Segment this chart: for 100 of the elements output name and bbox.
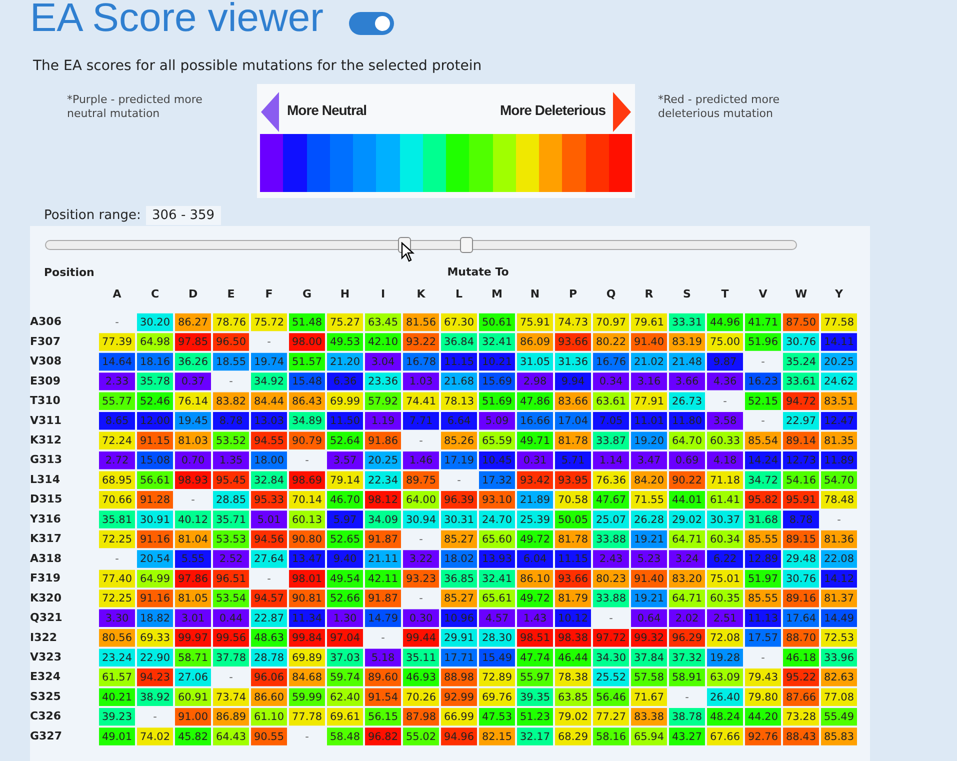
data-label: 90.22 — [672, 474, 702, 486]
data-label: 77.91 — [634, 395, 664, 408]
data-label: 4.18 — [713, 454, 737, 467]
data-label: 92.99 — [444, 691, 474, 704]
data-label: 63.45 — [368, 316, 398, 328]
data-label: 46.18 — [786, 652, 816, 664]
data-label: 69.61 — [330, 711, 360, 724]
data-label: 97.04 — [330, 632, 360, 644]
text: - — [609, 612, 613, 624]
data-label: 5.23 — [637, 553, 661, 566]
y-tick-label: K317 — [30, 532, 62, 546]
data-label: 35.71 — [216, 514, 246, 526]
x-tick-label: I — [380, 288, 386, 301]
data-label: 66.99 — [444, 711, 474, 724]
data-label: 48.24 — [710, 711, 740, 724]
data-label: 93.66 — [558, 572, 588, 585]
data-label: 77.39 — [102, 336, 132, 348]
x-tick-label: W — [794, 288, 808, 301]
data-label: 72.08 — [710, 632, 740, 644]
y-tick-label: E324 — [30, 670, 61, 684]
chart-subtitle: The EA scores for all possible mutations for the selected protein — [33, 58, 482, 74]
data-label: 24.62 — [824, 376, 854, 388]
data-label: 51.57 — [292, 356, 322, 368]
data-label: 8.65 — [105, 415, 129, 428]
data-label: 62.40 — [330, 691, 360, 704]
y-tick-label: T310 — [30, 394, 61, 408]
data-label: 18.02 — [444, 553, 474, 566]
data-label: 11.50 — [330, 415, 360, 428]
text: - — [229, 672, 233, 684]
data-label: 0.37 — [181, 376, 205, 388]
data-label: 21.68 — [444, 376, 474, 388]
x-tick-label: F — [265, 288, 273, 301]
data-label: 34.09 — [368, 514, 398, 526]
data-label: 49.72 — [520, 534, 550, 546]
text: - — [419, 534, 423, 546]
data-label: 44.96 — [710, 316, 740, 328]
data-label: 10.96 — [444, 612, 474, 624]
data-label: 78.76 — [216, 316, 246, 328]
data-label: 67.66 — [710, 730, 740, 743]
data-label: 26.28 — [634, 514, 664, 526]
x-tick-label: K — [416, 288, 426, 301]
data-label: 91.16 — [140, 592, 170, 605]
data-label: 81.56 — [406, 316, 436, 328]
data-label: 0.30 — [409, 612, 433, 624]
data-label: 98.51 — [520, 632, 550, 644]
text: - — [153, 711, 157, 724]
data-label: 91.00 — [178, 711, 208, 724]
data-label: 9.94 — [561, 376, 586, 388]
data-label: 88.43 — [786, 730, 816, 743]
data-label: 22.97 — [786, 415, 816, 428]
data-label: 11.89 — [824, 454, 854, 467]
x-tick-label: T — [721, 288, 730, 301]
data-label: 32.17 — [520, 730, 550, 743]
data-label: 85.55 — [748, 534, 778, 546]
data-label: 26.73 — [672, 395, 702, 408]
y-tick-label: V308 — [30, 354, 62, 368]
data-label: 74.73 — [558, 316, 588, 328]
data-label: 28.85 — [216, 494, 246, 506]
y-tick-label: D315 — [30, 492, 62, 506]
data-label: 16.66 — [520, 415, 550, 428]
data-label: 97.72 — [596, 632, 626, 644]
data-label: 79.43 — [748, 672, 778, 684]
data-label: 91.40 — [634, 336, 664, 348]
data-label: 94.57 — [254, 592, 284, 605]
x-tick-label: H — [340, 288, 350, 301]
data-label: 55.97 — [520, 672, 550, 684]
data-label: 20.54 — [140, 553, 170, 566]
y-tick-label: K312 — [30, 433, 62, 446]
x-tick-label: P — [568, 288, 578, 301]
data-label: 82.15 — [482, 730, 512, 743]
data-label: 9.40 — [333, 553, 357, 566]
data-label: 90.81 — [292, 592, 322, 605]
data-label: 79.02 — [558, 711, 588, 724]
data-label: 3.30 — [105, 612, 129, 624]
data-label: 34.92 — [254, 376, 284, 388]
text: - — [685, 691, 689, 704]
data-label: 80.56 — [102, 632, 132, 644]
data-label: 52.65 — [330, 534, 360, 546]
data-label: 76.36 — [596, 474, 626, 486]
data-label: 14.11 — [824, 336, 854, 348]
data-label: 85.27 — [444, 534, 474, 546]
data-label: 80.23 — [596, 572, 626, 585]
data-label: 2.43 — [599, 553, 623, 566]
data-label: 21.89 — [520, 494, 550, 506]
data-label: 33.31 — [672, 316, 702, 328]
data-label: 81.78 — [558, 534, 588, 546]
data-label: 37.84 — [634, 652, 664, 664]
y-tick-label: E309 — [30, 374, 60, 388]
data-label: 0.70 — [181, 454, 205, 467]
data-label: 86.09 — [520, 336, 550, 348]
data-label: 5.97 — [333, 514, 357, 526]
data-label: 58.91 — [672, 672, 702, 684]
data-label: 11.34 — [292, 612, 322, 624]
data-label: 61.10 — [254, 711, 284, 724]
data-label: 75.27 — [330, 316, 360, 328]
data-label: 3.66 — [675, 376, 700, 388]
data-label: 35.81 — [102, 514, 132, 526]
data-label: 4.57 — [485, 612, 509, 624]
data-label: 5.18 — [371, 652, 395, 664]
data-label: 33.87 — [596, 434, 626, 447]
